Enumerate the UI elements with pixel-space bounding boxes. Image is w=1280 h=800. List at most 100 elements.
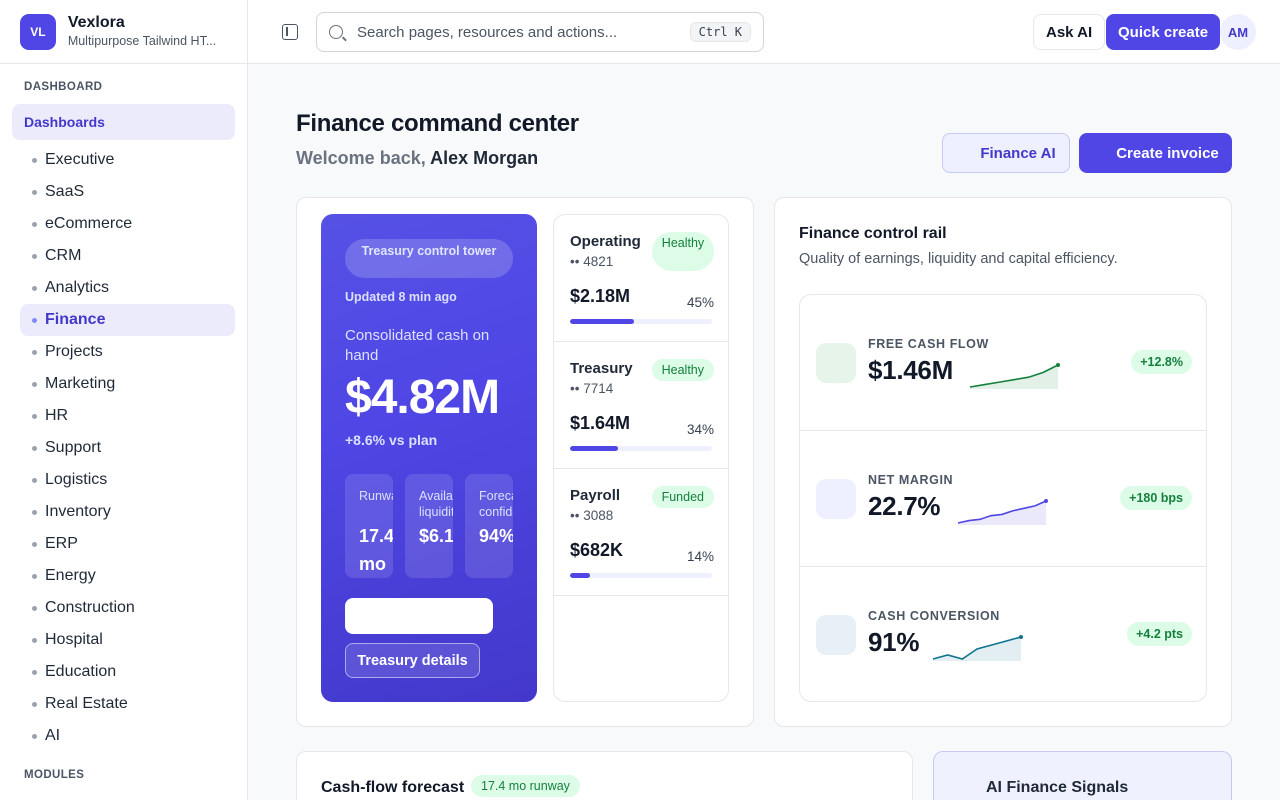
progress-track	[570, 319, 712, 324]
bullet-icon	[32, 605, 37, 611]
sidebar-item-projects[interactable]: Projects	[20, 336, 235, 368]
sidebar-item-label: Inventory	[45, 503, 111, 520]
bullet-icon	[32, 253, 37, 259]
rail-subtitle: Quality of earnings, liquidity and capit…	[799, 251, 1118, 267]
bullet-icon	[32, 445, 37, 451]
metric-row[interactable]: NET MARGIN 22.7% +180 bps	[800, 431, 1206, 567]
sidebar-item-label: Construction	[45, 599, 135, 616]
brand[interactable]: VL Vexlora Multipurpose Tailwind HT...	[0, 0, 247, 64]
sidebar-item-finance[interactable]: Finance	[20, 304, 235, 336]
search-input[interactable]	[357, 23, 677, 41]
sidebar-item-analytics[interactable]: Analytics	[20, 272, 235, 304]
bullet-icon	[32, 285, 37, 291]
sidebar-item-label: ERP	[45, 535, 78, 552]
sidebar-item-ecommerce[interactable]: eCommerce	[20, 208, 235, 240]
forecast-card	[296, 751, 913, 800]
finance-ai-button[interactable]: Finance AI	[942, 133, 1070, 173]
signals-card	[933, 751, 1232, 800]
metric-value: 91%	[868, 627, 920, 657]
sparkline-end-point	[1056, 363, 1060, 367]
sidebar-item-real-estate[interactable]: Real Estate	[20, 688, 235, 720]
metric-delta-badge: +4.2 pts	[1127, 622, 1192, 646]
status-badge: Healthy	[652, 232, 714, 271]
sidebar-item-energy[interactable]: Energy	[20, 560, 235, 592]
avatar[interactable]: AM	[1220, 14, 1256, 50]
bullet-icon	[32, 477, 37, 483]
quick-create-button[interactable]: Quick create	[1106, 14, 1221, 50]
sparkline	[969, 363, 1060, 389]
account-name: Operating	[570, 233, 641, 250]
sidebar-item-label: SaaS	[45, 183, 85, 200]
sidebar-item-hr[interactable]: HR	[20, 400, 235, 432]
sparkline-end-point	[1044, 499, 1048, 503]
sidebar-item-construction[interactable]: Construction	[20, 592, 235, 624]
section-label-modules: MODULES	[24, 769, 85, 781]
nav-list: Executive SaaS eCommerce CRM Analytics Financ…	[20, 144, 235, 752]
account-number: •• 4821	[570, 254, 614, 269]
search-bar[interactable]: Ctrl K	[316, 12, 764, 52]
sidebar-item-label: Executive	[45, 151, 115, 168]
create-invoice-button[interactable]: Create invoice	[1079, 133, 1232, 173]
metric-value: $1.46M	[868, 355, 953, 385]
topbar: Ctrl K Ask AI Quick create AM	[248, 0, 1280, 64]
nav-group-dashboards[interactable]: Dashboards	[12, 104, 235, 140]
metric-delta-badge: +12.8%	[1131, 350, 1192, 374]
metric-label: FREE CASH FLOW	[868, 337, 989, 351]
page-title: Finance command center	[296, 110, 579, 137]
bullet-icon	[32, 221, 37, 227]
account-row[interactable]: Payroll •• 3088 Funded $682K 14%	[554, 469, 728, 596]
sidebar-toggle-icon[interactable]	[282, 24, 298, 40]
sidebar-item-saas[interactable]: SaaS	[20, 176, 235, 208]
sidebar-item-label: Analytics	[45, 279, 110, 296]
sidebar-item-ai[interactable]: AI	[20, 720, 235, 752]
sidebar-item-label: HR	[45, 407, 69, 424]
sidebar-item-logistics[interactable]: Logistics	[20, 464, 235, 496]
signals-title: AI Finance Signals	[986, 779, 1129, 796]
sidebar-item-executive[interactable]: Executive	[20, 144, 235, 176]
sidebar-item-marketing[interactable]: Marketing	[20, 368, 235, 400]
treasury-details-button[interactable]: Treasury details	[345, 643, 480, 678]
stat-label: Runway	[359, 489, 393, 503]
metric-icon	[816, 615, 856, 655]
stat-label: Forecast confidence	[479, 489, 513, 519]
bullet-icon	[32, 541, 37, 547]
status-badge: Healthy	[651, 359, 714, 381]
account-number: •• 7714	[570, 381, 614, 396]
ask-ai-button[interactable]: Ask AI	[1033, 14, 1106, 50]
sidebar-item-education[interactable]: Education	[20, 656, 235, 688]
sparkline-end-point	[1019, 635, 1023, 639]
sidebar-item-crm[interactable]: CRM	[20, 240, 235, 272]
sidebar-item-label: AI	[45, 727, 61, 744]
bullet-icon	[32, 381, 37, 387]
bullet-icon	[32, 509, 37, 515]
sidebar-item-inventory[interactable]: Inventory	[20, 496, 235, 528]
search-shortcut: Ctrl K	[689, 22, 751, 42]
sparkline	[932, 635, 1023, 661]
account-number: •• 3088	[570, 508, 614, 523]
status-badge: Funded	[651, 486, 714, 508]
account-row[interactable]: Operating •• 4821 Healthy $2.18M 45%	[554, 215, 728, 342]
stat-value: 94%	[479, 526, 513, 546]
welcome-message: Welcome back, Alex Morgan	[296, 148, 538, 169]
account-row[interactable]: Treasury •• 7714 Healthy $1.64M 34%	[554, 342, 728, 469]
account-share: 14%	[686, 549, 714, 564]
sidebar-item-hospital[interactable]: Hospital	[20, 624, 235, 656]
progress-track	[570, 573, 712, 578]
metric-row[interactable]: CASH CONVERSION 91% +4.2 pts	[800, 567, 1206, 701]
sidebar-item-erp[interactable]: ERP	[20, 528, 235, 560]
metric-delta-badge: +180 bps	[1120, 486, 1192, 510]
metric-row[interactable]: FREE CASH FLOW $1.46M +12.8%	[800, 295, 1206, 431]
sidebar-item-label: Support	[45, 439, 102, 456]
account-share: 34%	[686, 422, 714, 437]
treasury-input[interactable]	[345, 598, 493, 634]
metric-icon	[816, 479, 856, 519]
forecast-title: Cash-flow forecast	[321, 779, 465, 796]
search-icon	[329, 25, 343, 39]
sidebar-item-support[interactable]: Support	[20, 432, 235, 464]
bullet-icon	[32, 637, 37, 643]
sparkline-area	[958, 501, 1046, 525]
bullet-icon	[32, 733, 37, 739]
updated-time: Updated 8 min ago	[345, 290, 457, 304]
sidebar-item-label: Marketing	[45, 375, 116, 392]
stat-runway: Runway 17.4 mo	[345, 474, 393, 578]
